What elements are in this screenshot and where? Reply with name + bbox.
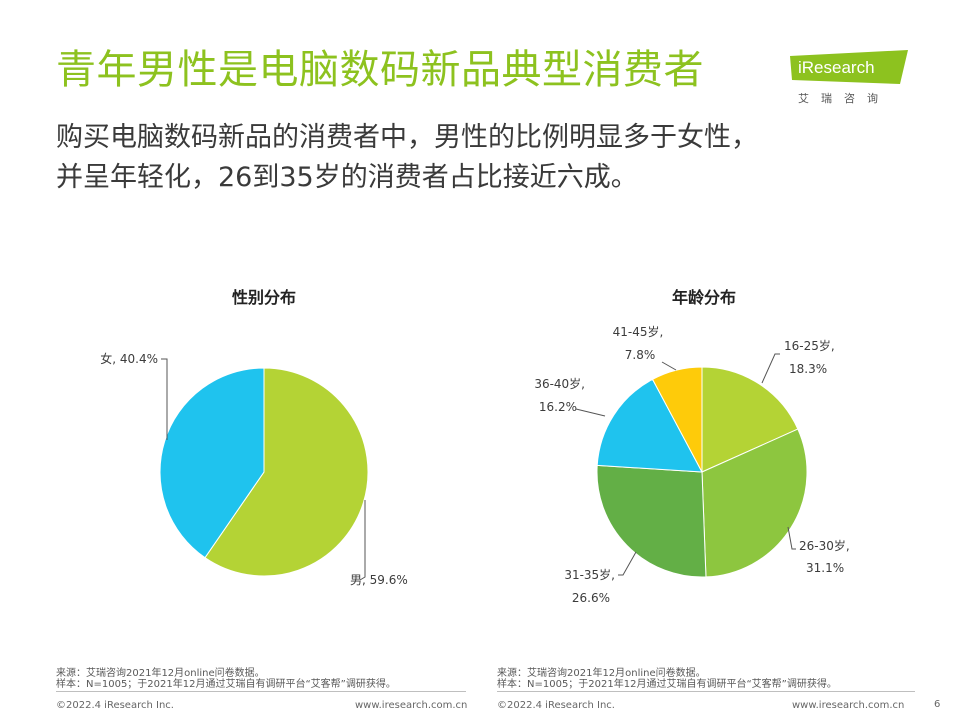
label-26-30-value: 31.1% [806, 561, 844, 575]
source-right: 来源：艾瑞咨询2021年12月online问卷数据。 [497, 668, 706, 679]
gender-chart-title: 性别分布 [232, 288, 296, 307]
gender-pie-svg: 性别分布 女, 40.4% 男, 59.6% [100, 288, 408, 587]
source-left: 来源：艾瑞咨询2021年12月online问卷数据。 [56, 668, 265, 679]
copyright-left: ©2022.4 iResearch Inc. [56, 700, 174, 711]
label-26-30-name: 26-30岁, [799, 538, 850, 553]
iresearch-logo: iResearch 艾瑞咨询 [790, 50, 914, 108]
age-slice-36-40 [596, 378, 703, 473]
label-41-45-value: 7.8% [625, 348, 656, 362]
label-female: 女, 40.4% [100, 351, 158, 366]
logo-text: iResearch [798, 58, 875, 77]
label-16-25-name: 16-25岁, [784, 338, 835, 353]
footer-divider-right [497, 691, 915, 692]
leader-line-41-45 [661, 361, 677, 371]
leader-line-36-40 [575, 408, 606, 417]
label-36-40-value: 16.2% [539, 400, 577, 414]
source-note-left: 来源：艾瑞咨询2021年12月online问卷数据。 样本：N=1005；于20… [56, 668, 396, 690]
age-slice-31-35 [596, 464, 707, 578]
label-36-40-name: 36-40岁, [534, 376, 585, 391]
source-note-right: 来源：艾瑞咨询2021年12月online问卷数据。 样本：N=1005；于20… [497, 668, 837, 690]
label-31-35-name: 31-35岁, [564, 567, 615, 582]
website-link-left[interactable]: www.iresearch.com.cn [355, 700, 468, 711]
website-link-right[interactable]: www.iresearch.com.cn [792, 700, 905, 711]
age-slice-26-30 [701, 428, 808, 578]
sample-right: 样本：N=1005；于2021年12月通过艾瑞自有调研平台“艾客帮”调研获得。 [497, 679, 837, 690]
leader-line-31-35 [618, 551, 637, 576]
age-pie-svg: 年龄分布 16-25岁, 18.3% 26-30岁, 31.1% 31-35岁,… [534, 288, 850, 605]
label-41-45-name: 41-45岁, [613, 324, 664, 339]
sample-left: 样本：N=1005；于2021年12月通过艾瑞自有调研平台“艾客帮”调研获得。 [56, 679, 396, 690]
footer-divider-left [56, 691, 466, 692]
subtitle-line-1: 购买电脑数码新品的消费者中，男性的比例明显多于女性， [56, 122, 758, 153]
leader-line-16-25 [761, 353, 780, 384]
page-title: 青年男性是电脑数码新品典型消费者 [56, 47, 704, 93]
label-16-25-value: 18.3% [789, 362, 827, 376]
logo-banner-shape [790, 50, 908, 84]
age-slice-16-25 [701, 366, 799, 473]
gender-chart: 性别分布 女, 40.4% 男, 59.6% [40, 270, 460, 630]
leader-line-26-30 [787, 526, 796, 550]
label-31-35-value: 26.6% [572, 591, 610, 605]
logo-subtext: 艾瑞咨询 [798, 92, 890, 105]
copyright-right: ©2022.4 iResearch Inc. [497, 700, 615, 711]
page-number: 6 [934, 699, 941, 710]
gender-slice-1 [159, 367, 265, 559]
gender-slice-0 [204, 367, 369, 577]
leader-line-male [359, 500, 366, 581]
subtitle-line-2: 并呈年轻化，26到35岁的消费者占比接近六成。 [56, 162, 638, 193]
leader-line-female [161, 358, 168, 440]
age-slice-41-45 [651, 366, 703, 473]
page-subtitle: 购买电脑数码新品的消费者中，男性的比例明显多于女性， 并呈年轻化，26到35岁的… [56, 118, 916, 198]
age-chart: 年龄分布 16-25岁, 18.3% 26-30岁, 31.1% 31-35岁,… [480, 270, 920, 630]
age-chart-title: 年龄分布 [672, 288, 736, 307]
label-male: 男, 59.6% [350, 573, 408, 587]
